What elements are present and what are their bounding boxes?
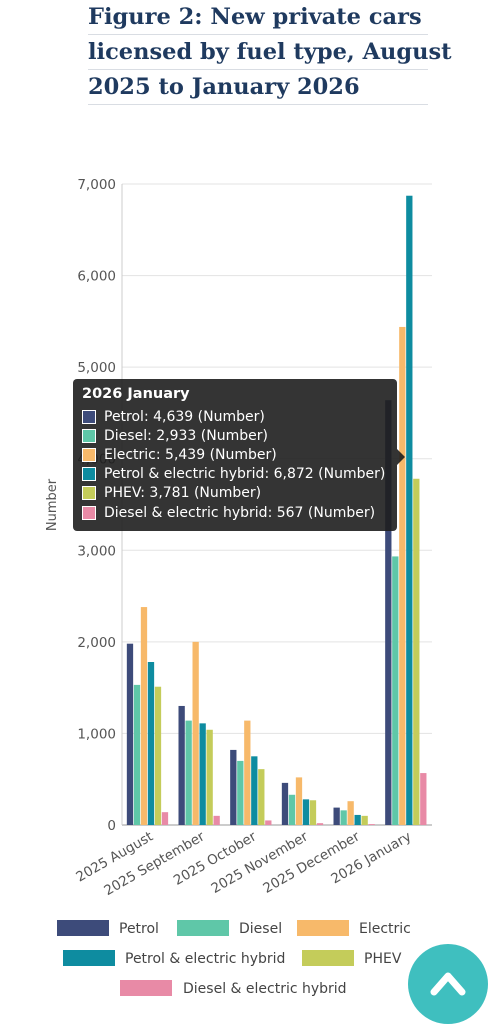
bar[interactable] <box>288 794 296 825</box>
bar[interactable] <box>392 556 399 825</box>
bar[interactable] <box>185 720 192 825</box>
bar[interactable] <box>230 749 237 825</box>
bar[interactable] <box>199 723 206 825</box>
tooltip-row-petrol-hybrid: Petrol & electric hybrid: 6,872 (Number) <box>82 465 388 484</box>
tooltip-swatch <box>82 505 96 520</box>
legend-label[interactable]: Electric <box>359 921 411 937</box>
tooltip-row-diesel: Diesel: 2,933 (Number) <box>82 426 388 445</box>
y-axis-label: Number <box>45 478 60 531</box>
tooltip-row-text: Diesel & electric hybrid: 567 (Number) <box>104 504 376 521</box>
legend-label[interactable]: Diesel & electric hybrid <box>183 981 347 997</box>
tooltip-swatch <box>82 447 96 462</box>
y-tick-label: 7,000 <box>77 177 116 193</box>
bar[interactable] <box>133 684 141 825</box>
bar[interactable] <box>361 815 368 825</box>
legend-swatch[interactable] <box>302 950 354 966</box>
y-tick-label: 6,000 <box>77 269 116 285</box>
y-tick-label: 2,000 <box>77 635 116 651</box>
title-line-1: Figure 2: New private cars <box>88 0 428 35</box>
bar[interactable] <box>244 720 251 825</box>
bar[interactable] <box>140 607 148 825</box>
y-tick-label: 0 <box>107 818 116 834</box>
bar[interactable] <box>258 769 265 825</box>
bar[interactable] <box>385 400 392 825</box>
bar[interactable] <box>295 777 303 825</box>
legend: Petrol Diesel Electric Petrol & electric hy… <box>57 920 411 997</box>
bar[interactable] <box>213 815 220 825</box>
bar[interactable] <box>347 801 354 825</box>
title-line-2: licensed by fuel type, August <box>88 35 452 70</box>
tooltip-row-text: Electric: 5,439 (Number) <box>104 446 277 463</box>
legend-swatch[interactable] <box>120 980 172 996</box>
bar[interactable] <box>192 641 199 825</box>
bar[interactable] <box>281 782 289 825</box>
y-tick-label: 3,000 <box>77 543 116 559</box>
gridlines <box>121 183 432 826</box>
bar[interactable] <box>147 662 155 825</box>
bar[interactable] <box>413 478 420 825</box>
bar[interactable] <box>302 799 310 825</box>
legend-swatch[interactable] <box>63 950 115 966</box>
y-tick-label: 5,000 <box>77 360 116 376</box>
title-line-3: 2025 to January 2026 <box>88 70 428 105</box>
bar[interactable] <box>340 810 347 825</box>
bar[interactable] <box>406 195 413 826</box>
legend-label[interactable]: Petrol <box>119 921 159 937</box>
tooltip-row-text: Diesel: 2,933 (Number) <box>104 427 268 444</box>
legend-label[interactable]: Petrol & electric hybrid <box>125 951 285 967</box>
bar[interactable] <box>126 643 134 825</box>
bar[interactable] <box>316 823 324 825</box>
legend-label[interactable]: PHEV <box>364 951 402 967</box>
chart-title: Figure 2: New private cars licensed by f… <box>88 0 452 105</box>
tooltip: 2026 January Petrol: 4,639 (Number) Dies… <box>73 379 405 531</box>
legend-swatch[interactable] <box>297 920 349 936</box>
legend-swatch[interactable] <box>177 920 229 936</box>
bar[interactable] <box>399 326 406 825</box>
bar[interactable] <box>368 824 375 825</box>
chevron-up-icon <box>430 972 466 996</box>
bar[interactable] <box>206 729 213 825</box>
bar[interactable] <box>161 812 169 825</box>
bar[interactable] <box>354 814 361 825</box>
bar[interactable] <box>178 705 185 825</box>
bar[interactable] <box>237 760 244 825</box>
legend-swatch[interactable] <box>57 920 109 936</box>
tooltip-row-text: PHEV: 3,781 (Number) <box>104 485 262 502</box>
bar[interactable] <box>154 686 162 825</box>
tooltip-row-electric: Electric: 5,439 (Number) <box>82 445 388 464</box>
bars <box>126 195 427 826</box>
tooltip-swatch <box>82 486 96 501</box>
tooltip-row-text: Petrol: 4,639 (Number) <box>104 408 265 425</box>
tooltip-row-diesel-hybrid: Diesel & electric hybrid: 567 (Number) <box>82 503 388 522</box>
bar[interactable] <box>265 820 272 825</box>
y-tick-label: 1,000 <box>77 726 116 742</box>
bar[interactable] <box>333 807 340 825</box>
tooltip-row-petrol: Petrol: 4,639 (Number) <box>82 407 388 426</box>
tooltip-row-phev: PHEV: 3,781 (Number) <box>82 484 388 503</box>
legend-label[interactable]: Diesel <box>239 921 282 937</box>
tooltip-title: 2026 January <box>82 386 190 402</box>
tooltip-swatch <box>82 428 96 443</box>
tooltip-swatch <box>82 467 96 482</box>
bar[interactable] <box>309 800 317 825</box>
tooltip-row-text: Petrol & electric hybrid: 6,872 (Number) <box>104 466 386 483</box>
bar[interactable] <box>420 773 427 825</box>
bar[interactable] <box>251 756 258 825</box>
tooltip-swatch <box>82 409 96 424</box>
scroll-to-top-button[interactable] <box>408 944 488 1024</box>
